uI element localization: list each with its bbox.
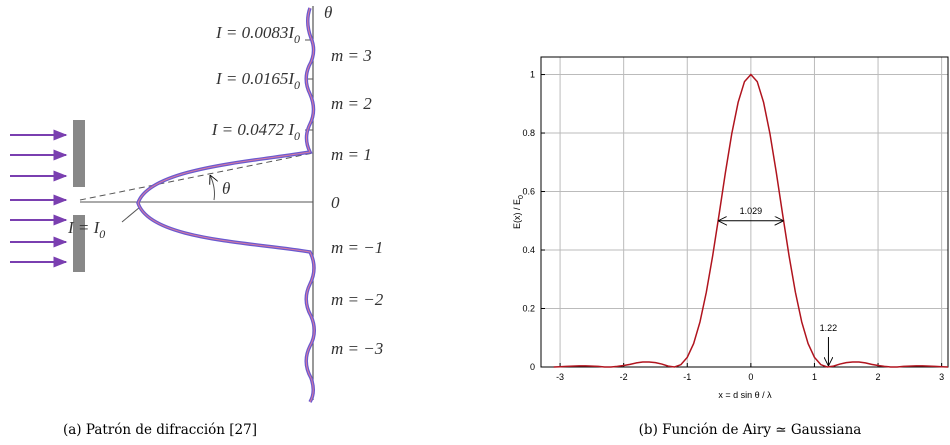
text: I = 0.0165I (215, 69, 295, 88)
subscript: 0 (99, 227, 105, 241)
text: I = 0.0083I (215, 23, 295, 42)
x-tick-label: 0 (748, 372, 753, 382)
x-tick-label: 1 (812, 372, 817, 382)
order-label: m = 3 (331, 46, 372, 65)
y-tick-label: 0.6 (522, 187, 535, 197)
angle-label: θ (222, 179, 230, 198)
theta-axis-label: θ (324, 3, 332, 22)
angle-arc (210, 175, 215, 201)
text: E(x) / E (512, 199, 522, 229)
caption: (a) Patrón de difracción [27] (63, 422, 257, 438)
diffraction-curve-highlight (137, 7, 315, 403)
x-tick-label: 3 (939, 372, 944, 382)
incident-arrows (10, 129, 68, 268)
order-label: m = −1 (331, 238, 383, 257)
annotation-label: 1.22 (820, 323, 838, 333)
x-tick-label: -1 (683, 372, 691, 382)
slit-upper (73, 120, 85, 187)
y-tick-label: 0 (530, 362, 535, 372)
diffraction-curve (136, 7, 316, 403)
x-axis-label: x = d sin θ / λ (718, 390, 772, 400)
order-label: m = 1 (331, 145, 372, 164)
subscript: 0 (294, 78, 300, 92)
y-tick-label: 1 (530, 70, 535, 80)
diffraction-diagram: θ I = 0.0083I0 I = 0.0165I0 I = 0.0472 I… (10, 3, 384, 438)
x-tick-label: -2 (620, 372, 628, 382)
subscript: 0 (294, 32, 300, 46)
intensity-label: I = 0.0083I0 (215, 23, 300, 46)
order-label: m = −3 (331, 339, 383, 358)
x-tick-label: 2 (876, 372, 881, 382)
subscript: 0 (294, 129, 300, 143)
y-tick-label: 0.8 (522, 128, 535, 138)
center-label: I = I0 (67, 218, 105, 241)
intensity-label: I = 0.0472 I0 (211, 120, 300, 143)
x-tick-label: -3 (556, 372, 564, 382)
text: I = 0.0472 I (211, 120, 296, 139)
order-label: m = −2 (331, 290, 384, 309)
intensity-label: I = 0.0165I0 (215, 69, 300, 92)
annotation-label: 1.029 (740, 206, 763, 216)
order-label: 0 (331, 193, 340, 212)
center-pointer (121, 206, 141, 223)
plot-frame (540, 56, 949, 368)
subscript: 0 (518, 195, 525, 199)
y-axis-label: E(x) / E0 (512, 195, 525, 229)
slit-lower (73, 215, 85, 272)
caption: (b) Función de Airy ≃ Gaussiana (639, 422, 862, 438)
data-line (553, 73, 949, 368)
text: I = I (67, 218, 101, 237)
y-tick-label: 0.4 (522, 245, 535, 255)
angle-line (79, 152, 314, 201)
airy-chart: E(x) / E0 x = d sin θ / λ (b) Función de… (512, 56, 949, 438)
y-tick-label: 0.2 (522, 304, 535, 314)
order-label: m = 2 (331, 94, 372, 113)
